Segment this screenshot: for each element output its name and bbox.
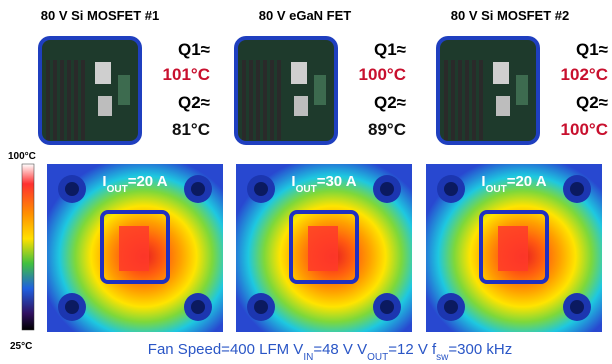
heatsink-fin — [479, 60, 483, 140]
mount-hole-inner — [191, 300, 205, 314]
q1-temp: 100°C — [359, 65, 406, 84]
caption-part: =300 kHz — [448, 341, 512, 358]
heatsink-fin — [67, 60, 71, 140]
component — [291, 62, 307, 84]
heatsink-fin — [472, 60, 476, 140]
mount-hole-inner — [65, 300, 79, 314]
mount-hole-inner — [380, 300, 394, 314]
mount-hole-inner — [65, 182, 79, 196]
component — [496, 96, 510, 116]
heatsink-fin — [465, 60, 469, 140]
current-part: OUT — [296, 184, 317, 195]
heatsink-fin — [249, 60, 253, 140]
heatsink-fin — [256, 60, 260, 140]
panel-title: 80 V Si MOSFET #1 — [41, 8, 160, 23]
caption-part: Fan Speed=400 LFM V — [148, 341, 304, 358]
q1-label: Q1≈ — [374, 40, 406, 59]
q1-label: Q1≈ — [576, 40, 608, 59]
heatsink-fin — [458, 60, 462, 140]
current-part: =30 A — [317, 173, 357, 190]
q2-label: Q2≈ — [576, 93, 608, 112]
q1-label: Q1≈ — [178, 40, 210, 59]
component — [314, 75, 326, 105]
heatsink-fin — [81, 60, 85, 140]
component — [516, 75, 528, 105]
current-part: OUT — [486, 184, 507, 195]
q2-label: Q2≈ — [374, 93, 406, 112]
panel-title: 80 V Si MOSFET #2 — [451, 8, 570, 23]
colorbar — [22, 164, 34, 330]
colorbar-max: 100°C — [8, 151, 36, 162]
caption-part: =48 V V — [313, 341, 367, 358]
heatsink-fin — [74, 60, 78, 140]
heatsink-fin — [444, 60, 448, 140]
component — [294, 96, 308, 116]
heatsink-fin — [263, 60, 267, 140]
q2-label: Q2≈ — [178, 93, 210, 112]
q1-temp: 101°C — [163, 65, 210, 84]
component — [95, 62, 111, 84]
mount-hole-inner — [380, 182, 394, 196]
mount-hole-inner — [254, 182, 268, 196]
current-part: =20 A — [128, 173, 168, 190]
current-part: =20 A — [507, 173, 547, 190]
heatsink-fin — [270, 60, 274, 140]
component — [98, 96, 112, 116]
component — [493, 62, 509, 84]
mount-hole-inner — [191, 182, 205, 196]
mount-hole-inner — [444, 300, 458, 314]
q1-temp: 102°C — [561, 65, 608, 84]
mount-hole-inner — [254, 300, 268, 314]
hotspot — [498, 226, 528, 271]
caption-part: IN — [303, 352, 313, 363]
mount-hole-inner — [570, 300, 584, 314]
panel-title: 80 V eGaN FET — [259, 8, 352, 23]
figure: 100°C 25°C Fan Speed=400 LFM VIN=48 V VO… — [0, 0, 612, 364]
heatsink-fin — [60, 60, 64, 140]
caption-part: OUT — [367, 352, 388, 363]
caption: Fan Speed=400 LFM VIN=48 V VOUT=12 V fsw… — [148, 341, 512, 363]
heatsink-fin — [53, 60, 57, 140]
q2-temp: 89°C — [368, 120, 406, 139]
component — [118, 75, 130, 105]
heatsink-fin — [46, 60, 50, 140]
current-part: OUT — [107, 184, 128, 195]
hotspot — [308, 226, 338, 271]
hotspot — [119, 226, 149, 271]
q2-temp: 100°C — [561, 120, 608, 139]
caption-part: sw — [436, 352, 449, 363]
caption-part: =12 V f — [388, 341, 437, 358]
mount-hole-inner — [570, 182, 584, 196]
heatsink-fin — [277, 60, 281, 140]
colorbar-min: 25°C — [10, 341, 32, 352]
heatsink-fin — [242, 60, 246, 140]
heatsink-fin — [451, 60, 455, 140]
mount-hole-inner — [444, 182, 458, 196]
q2-temp: 81°C — [172, 120, 210, 139]
